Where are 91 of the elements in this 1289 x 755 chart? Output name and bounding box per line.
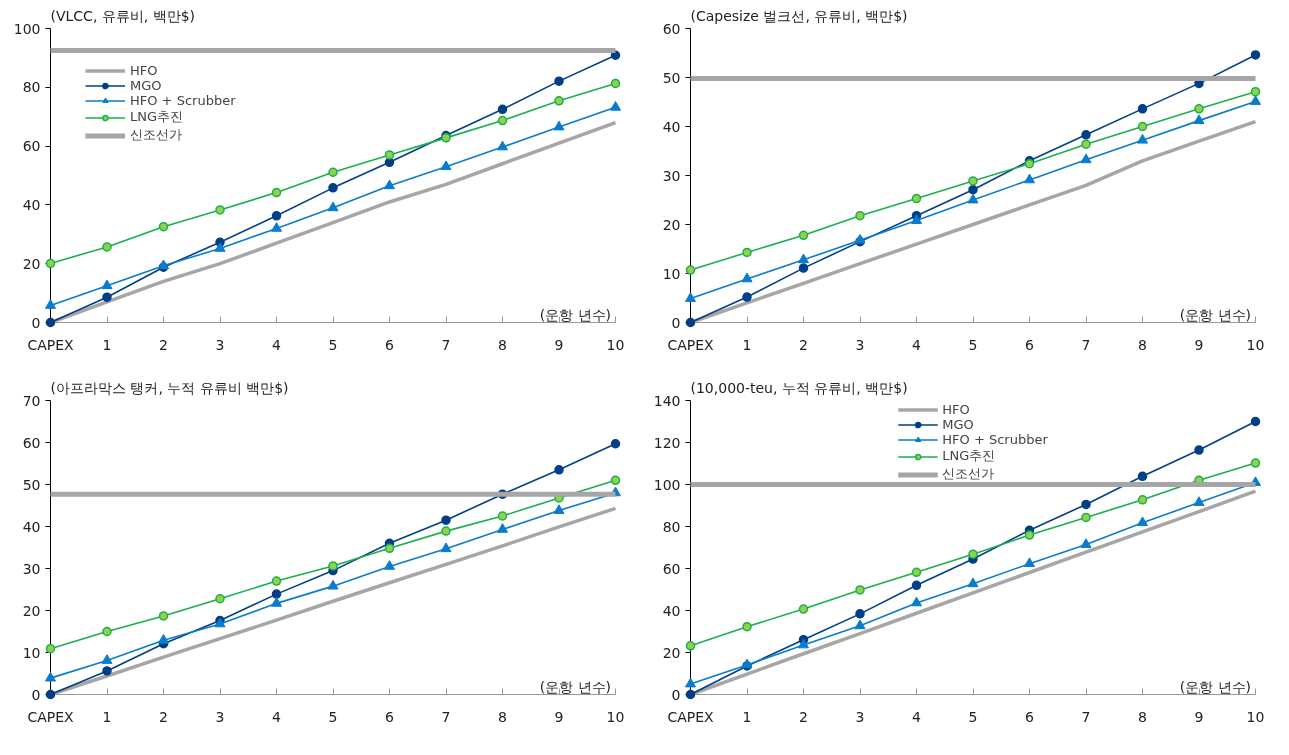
x-tick-label: 7 <box>441 336 451 353</box>
y-tick-label: 40 <box>22 518 41 535</box>
chart-title: (10,000-teu, 누적 유류비, 백만$) <box>690 379 908 396</box>
legend-label: HFO + Scrubber <box>130 93 236 108</box>
x-tick-label: 4 <box>912 708 922 725</box>
y-tick-label: 0 <box>671 314 681 331</box>
legend-label: 신조선가 <box>942 465 995 483</box>
x-tick-label: 7 <box>1081 708 1091 725</box>
x-tick-label: 3 <box>855 336 865 353</box>
legend-label: HFO <box>942 402 970 417</box>
y-tick-label: 40 <box>662 118 681 135</box>
x-tick-label: 8 <box>1138 336 1147 353</box>
x-axis-title: (운항 년수) <box>539 678 612 695</box>
x-tick-label: 10 <box>1246 708 1265 725</box>
y-tick-label: 80 <box>22 79 41 96</box>
x-tick-label: CAPEX <box>27 336 75 353</box>
y-tick-label: 10 <box>22 644 41 661</box>
x-tick-label: 8 <box>1138 708 1147 725</box>
x-tick-label: CAPEX <box>667 708 715 725</box>
y-tick-label: 0 <box>31 686 41 703</box>
legend-label: LNG추진 <box>942 447 996 465</box>
x-tick-label: 8 <box>498 336 507 353</box>
x-axis-title: (운항 년수) <box>1179 678 1252 695</box>
x-tick-label: 5 <box>968 708 978 725</box>
x-tick-label: 9 <box>554 708 564 725</box>
x-tick-label: 2 <box>159 708 168 725</box>
y-tick-label: 20 <box>22 602 41 619</box>
legend-label: 신조선가 <box>130 126 182 144</box>
x-tick-label: 7 <box>1081 336 1091 353</box>
y-tick-label: 100 <box>653 476 681 493</box>
y-tick-label: 80 <box>662 518 681 535</box>
x-tick-label: 6 <box>385 708 395 725</box>
chart-title: (VLCC, 유류비, 백만$) <box>50 7 196 24</box>
legend-label: HFO + Scrubber <box>942 432 1048 447</box>
y-tick-label: 60 <box>662 560 681 577</box>
x-tick-label: 10 <box>1246 336 1265 353</box>
y-tick-label: 0 <box>671 686 681 703</box>
y-tick-label: 20 <box>662 644 681 661</box>
chart-title: (Capesize 벌크선, 유류비, 백만$) <box>690 7 908 24</box>
y-tick-label: 20 <box>22 255 41 272</box>
x-tick-label: CAPEX <box>667 336 715 353</box>
x-tick-label: 1 <box>742 708 752 725</box>
x-tick-label: 3 <box>215 336 225 353</box>
x-tick-label: 8 <box>498 708 507 725</box>
y-tick-label: 70 <box>22 392 41 409</box>
x-tick-label: 6 <box>1025 708 1035 725</box>
y-tick-label: 60 <box>22 434 41 451</box>
y-tick-label: 10 <box>662 265 681 282</box>
legend-label: LNG추진 <box>130 108 184 126</box>
y-tick-label: 40 <box>662 602 681 619</box>
y-tick-label: 50 <box>22 476 41 493</box>
x-tick-label: 1 <box>102 708 112 725</box>
y-tick-label: 60 <box>22 138 41 155</box>
x-tick-label: 1 <box>102 336 112 353</box>
y-tick-label: 140 <box>653 392 681 409</box>
chart-title: (아프라막스 탱커, 누적 유류비 백만$) <box>50 379 289 396</box>
y-tick-label: 20 <box>662 216 681 233</box>
y-tick-label: 30 <box>22 560 41 577</box>
x-tick-label: 9 <box>1194 336 1204 353</box>
y-tick-label: 100 <box>13 20 41 37</box>
x-tick-label: 3 <box>855 708 865 725</box>
x-tick-label: 5 <box>328 708 338 725</box>
y-tick-label: 60 <box>662 20 681 37</box>
x-axis-title: (운항 년수) <box>539 306 612 323</box>
legend-label: HFO <box>130 63 158 78</box>
x-tick-label: 3 <box>215 708 225 725</box>
x-tick-label: 4 <box>272 708 282 725</box>
x-tick-label: 2 <box>799 336 808 353</box>
x-tick-label: 7 <box>441 708 451 725</box>
x-axis-title: (운항 년수) <box>1179 306 1252 323</box>
y-tick-label: 30 <box>662 167 681 184</box>
x-tick-label: 6 <box>1025 336 1035 353</box>
x-tick-label: 6 <box>385 336 395 353</box>
y-tick-label: 50 <box>662 69 681 86</box>
x-tick-label: 5 <box>968 336 978 353</box>
x-tick-label: 2 <box>799 708 808 725</box>
x-tick-label: 9 <box>1194 708 1204 725</box>
x-tick-label: 5 <box>328 336 338 353</box>
legend-label: MGO <box>130 78 162 93</box>
x-tick-label: 4 <box>912 336 922 353</box>
x-tick-label: 1 <box>742 336 752 353</box>
x-tick-label: 10 <box>606 336 625 353</box>
y-tick-label: 0 <box>31 314 41 331</box>
x-tick-label: 9 <box>554 336 564 353</box>
legend-label: MGO <box>942 417 974 432</box>
x-tick-label: 4 <box>272 336 282 353</box>
y-tick-label: 40 <box>22 196 41 213</box>
x-tick-label: CAPEX <box>27 708 75 725</box>
x-tick-label: 10 <box>606 708 625 725</box>
x-tick-label: 2 <box>159 336 168 353</box>
y-tick-label: 120 <box>653 434 681 451</box>
